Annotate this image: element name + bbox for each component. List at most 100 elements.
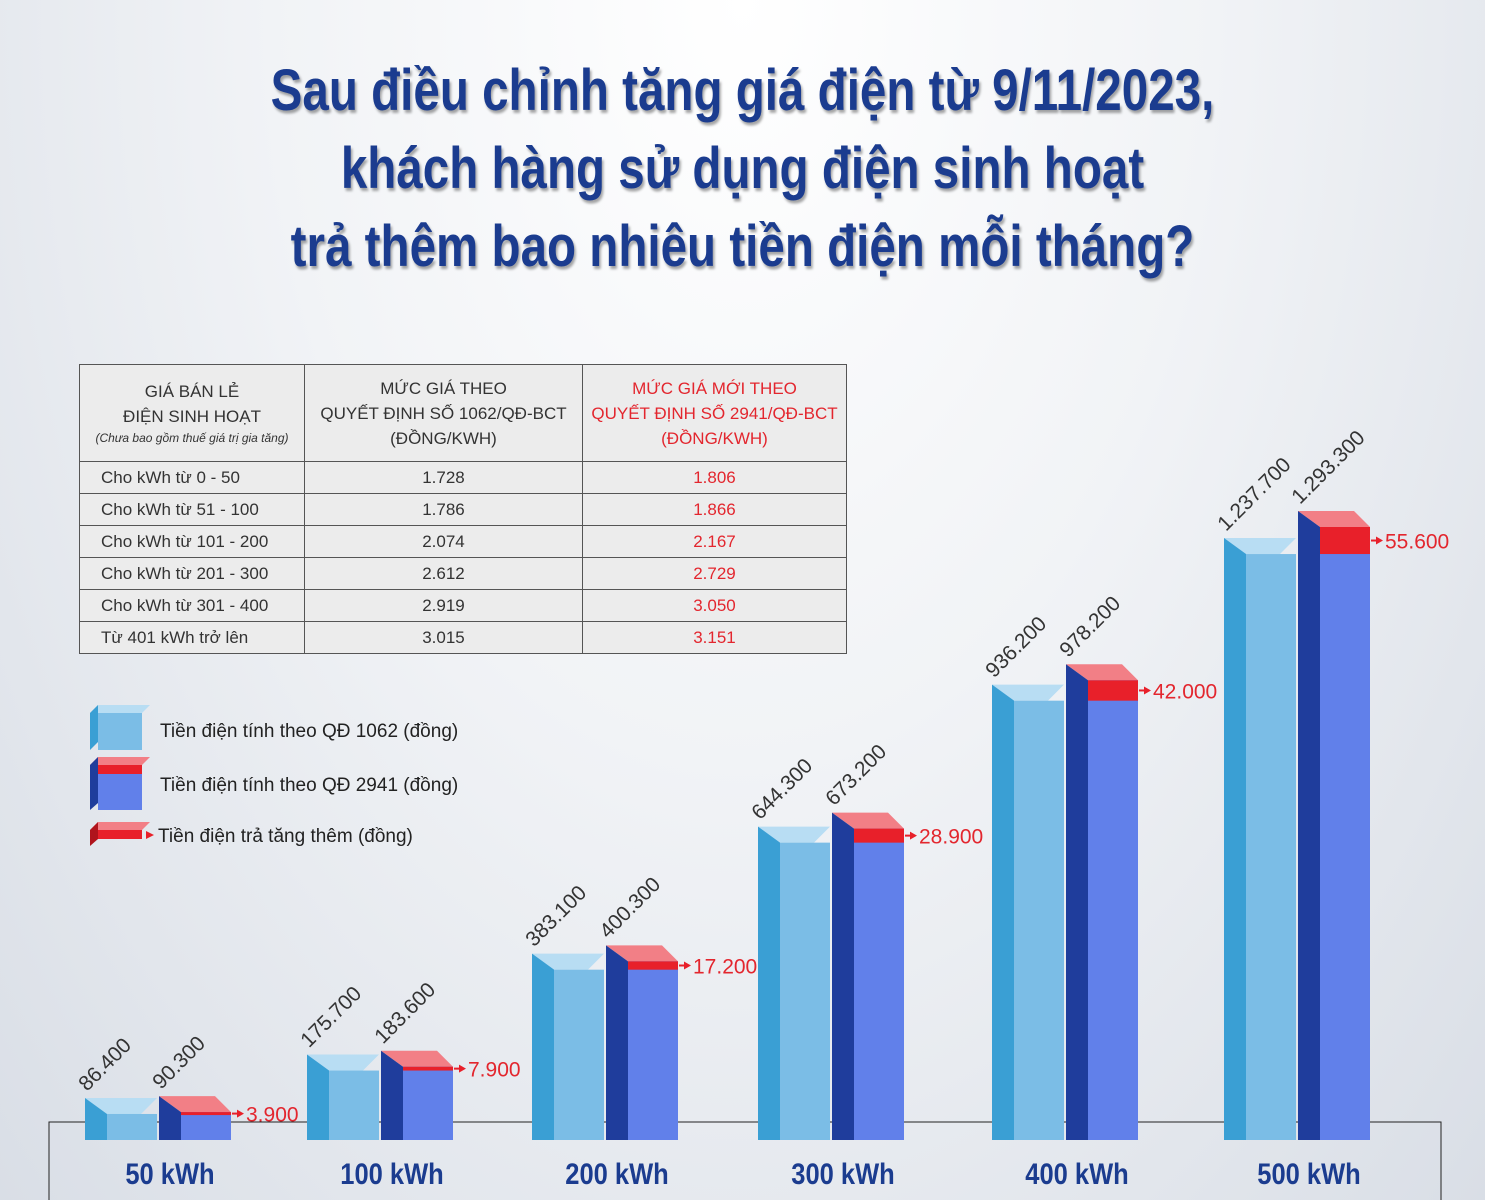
new-value-label: 978.200 [1055,592,1125,662]
row-new-price: 1.866 [582,493,847,526]
bar-new-top [1298,511,1370,527]
old-value-label: 936.200 [981,612,1051,682]
new-value-label: 400.300 [595,873,665,943]
legend-item-old: Tiền điện tính theo QĐ 1062 (đồng) [90,705,458,750]
bar-increase [1088,680,1138,701]
bar-old-top [992,684,1064,701]
bar-new [854,828,904,1140]
old-value-label: 383.100 [521,881,591,951]
row-label: Từ 401 kWh trở lên [79,621,305,654]
bar-new-side [1298,511,1320,1140]
legend-label-old: Tiền điện tính theo QĐ 1062 (đồng) [160,721,458,742]
row-new-price: 3.050 [582,589,847,622]
legend-swatch-new-red [98,765,142,774]
increase-arrow-icon [1376,536,1383,545]
category-label: 200 kWh [565,1157,668,1190]
chart-baseline-frame [48,1121,1442,1200]
increase-arrow-icon [237,1109,244,1118]
row-label: Cho kWh từ 301 - 400 [79,589,305,622]
category-label: 300 kWh [791,1157,894,1190]
increase-arrow-icon [459,1064,466,1073]
old-value-label: 175.700 [296,982,366,1052]
bar-old-top [532,953,604,970]
bar-old-side [758,826,780,1140]
header-old-line1: MỨC GIÁ THEO [380,378,507,398]
increase-value-label: 7.900 [468,1059,521,1082]
legend-swatch-increase-top [90,822,150,830]
bar-new-side [606,945,628,1140]
table-row: Cho kWh từ 51 - 100 1.786 1.866 [79,493,847,526]
legend-label-increase: Tiền điện trả tăng thêm (đồng) [158,826,413,847]
row-old-price: 3.015 [304,621,583,654]
increase-arrow-icon [910,831,917,840]
bar-increase [181,1112,231,1116]
row-new-price: 1.806 [582,461,847,494]
header-new-line1: MỨC GIÁ MỚI THEO [632,378,797,398]
legend-label-new: Tiền điện tính theo QĐ 2941 (đồng) [160,775,458,796]
category-label: 500 kWh [1257,1157,1360,1190]
increase-arrow-icon [1144,686,1151,695]
bar-old [780,842,830,1140]
row-old-price: 2.612 [304,557,583,590]
old-value-label: 644.300 [747,754,817,824]
bar-new-top [832,812,904,829]
bar-new-side [159,1096,181,1140]
legend-swatch-new-side [90,757,98,810]
bar-new-top [606,945,678,962]
bar-old [1014,700,1064,1140]
new-value-label: 673.200 [821,740,891,810]
new-value-label: 183.600 [370,978,440,1048]
bar-old-side [1224,538,1246,1140]
bar-new-top [381,1050,453,1067]
legend: Tiền điện tính theo QĐ 1062 (đồng) Tiền … [90,705,458,847]
bar-old [554,969,604,1140]
bar-new-side [1066,664,1088,1140]
category-label: 50 kWh [125,1157,214,1190]
bar-old-side [532,953,554,1140]
header-old-price: MỨC GIÁ THEO QUYẾT ĐỊNH SỐ 1062/QĐ-BCT (… [304,364,583,462]
bar-new-side [381,1050,403,1140]
title-line-3: trả thêm bao nhiêu tiền điện mỗi tháng? [290,214,1195,279]
increase-value-label: 55.600 [1385,531,1449,554]
header-new-line2: QUYẾT ĐỊNH SỐ 2941/QĐ-BCT [591,403,838,423]
page-title: Sau điều chỉnh tăng giá điện từ 9/11/202… [134,52,1352,286]
bar-new [403,1066,453,1140]
title-line-2: khách hàng sử dụng điện sinh hoạt [340,136,1145,201]
title-line-1: Sau điều chỉnh tăng giá điện từ 9/11/202… [270,58,1215,123]
row-label: Cho kWh từ 51 - 100 [79,493,305,526]
bar-old [107,1113,157,1140]
increase-value-label: 28.900 [919,826,983,849]
bar-old [1246,554,1296,1140]
bar-old-side [307,1054,329,1140]
legend-swatch-increase-side [90,822,98,846]
header-retail-line2: ĐIỆN SINH HOẠT [123,407,261,426]
table-header-row: GIÁ BÁN LẺ ĐIỆN SINH HOẠT (Chưa bao gồm … [79,364,847,462]
table-row: Cho kWh từ 101 - 200 2.074 2.167 [79,525,847,558]
bar-new [181,1112,231,1140]
old-value-label: 86.400 [74,1034,136,1096]
legend-swatch-new-top [90,757,150,765]
bar-new [1320,527,1370,1140]
header-old-line2: QUYẾT ĐỊNH SỐ 1062/QĐ-BCT [320,403,567,423]
bars: 3.900 86.400 90.300 50 kWh 7.900 175.700 183.6… [74,426,1449,1190]
legend-arrow-icon [146,831,154,839]
legend-swatch-old-front [98,713,142,750]
bar-increase [403,1066,453,1071]
new-value-label: 1.293.300 [1287,426,1369,508]
header-new-price: MỨC GIÁ MỚI THEO QUYẾT ĐỊNH SỐ 2941/QĐ-B… [582,364,847,462]
legend-swatch-old-top [90,705,150,713]
bar-old-side [992,684,1014,1140]
bar-old [329,1070,379,1140]
header-new-line3: (ĐỒNG/KWH) [661,428,768,448]
bar-increase [1320,527,1370,555]
bar-old-top [307,1054,379,1071]
legend-item-increase: Tiền điện trả tăng thêm (đồng) [90,822,413,847]
category-label: 400 kWh [1025,1157,1128,1190]
bar-old-top [85,1097,157,1114]
legend-swatch-old-side [90,705,98,750]
increase-value-label: 17.200 [693,955,757,978]
increase-arrow-icon [684,961,691,970]
bar-new-top [159,1096,231,1113]
bar-increase [628,961,678,970]
